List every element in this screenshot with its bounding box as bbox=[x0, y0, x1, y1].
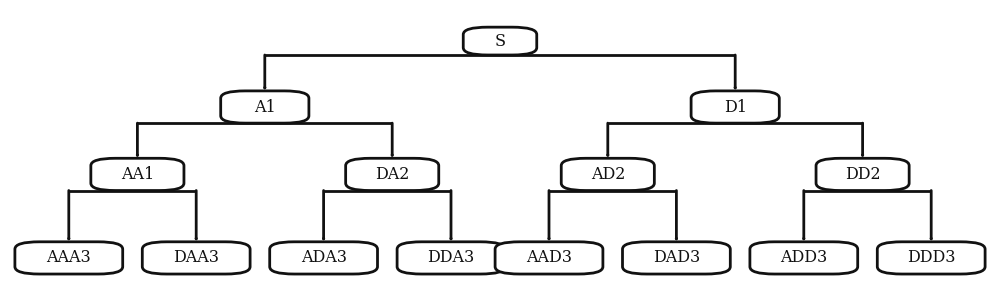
FancyBboxPatch shape bbox=[397, 242, 505, 274]
Text: DDD3: DDD3 bbox=[907, 249, 955, 266]
FancyBboxPatch shape bbox=[346, 158, 439, 190]
Text: AAD3: AAD3 bbox=[526, 249, 572, 266]
FancyBboxPatch shape bbox=[142, 242, 250, 274]
FancyBboxPatch shape bbox=[463, 27, 537, 55]
FancyBboxPatch shape bbox=[691, 91, 779, 123]
FancyBboxPatch shape bbox=[622, 242, 730, 274]
Text: D1: D1 bbox=[724, 98, 747, 115]
FancyBboxPatch shape bbox=[221, 91, 309, 123]
FancyBboxPatch shape bbox=[561, 158, 654, 190]
Text: DAA3: DAA3 bbox=[173, 249, 219, 266]
FancyBboxPatch shape bbox=[270, 242, 378, 274]
Text: DA2: DA2 bbox=[375, 166, 409, 183]
Text: DDA3: DDA3 bbox=[427, 249, 475, 266]
Text: AA1: AA1 bbox=[121, 166, 154, 183]
Text: ADA3: ADA3 bbox=[301, 249, 347, 266]
Text: ADD3: ADD3 bbox=[780, 249, 827, 266]
FancyBboxPatch shape bbox=[877, 242, 985, 274]
FancyBboxPatch shape bbox=[816, 158, 909, 190]
Text: AD2: AD2 bbox=[591, 166, 625, 183]
FancyBboxPatch shape bbox=[750, 242, 858, 274]
Text: A1: A1 bbox=[254, 98, 276, 115]
Text: AAA3: AAA3 bbox=[46, 249, 91, 266]
FancyBboxPatch shape bbox=[91, 158, 184, 190]
Text: S: S bbox=[494, 33, 506, 50]
FancyBboxPatch shape bbox=[15, 242, 123, 274]
Text: DD2: DD2 bbox=[845, 166, 880, 183]
FancyBboxPatch shape bbox=[495, 242, 603, 274]
Text: DAD3: DAD3 bbox=[653, 249, 700, 266]
